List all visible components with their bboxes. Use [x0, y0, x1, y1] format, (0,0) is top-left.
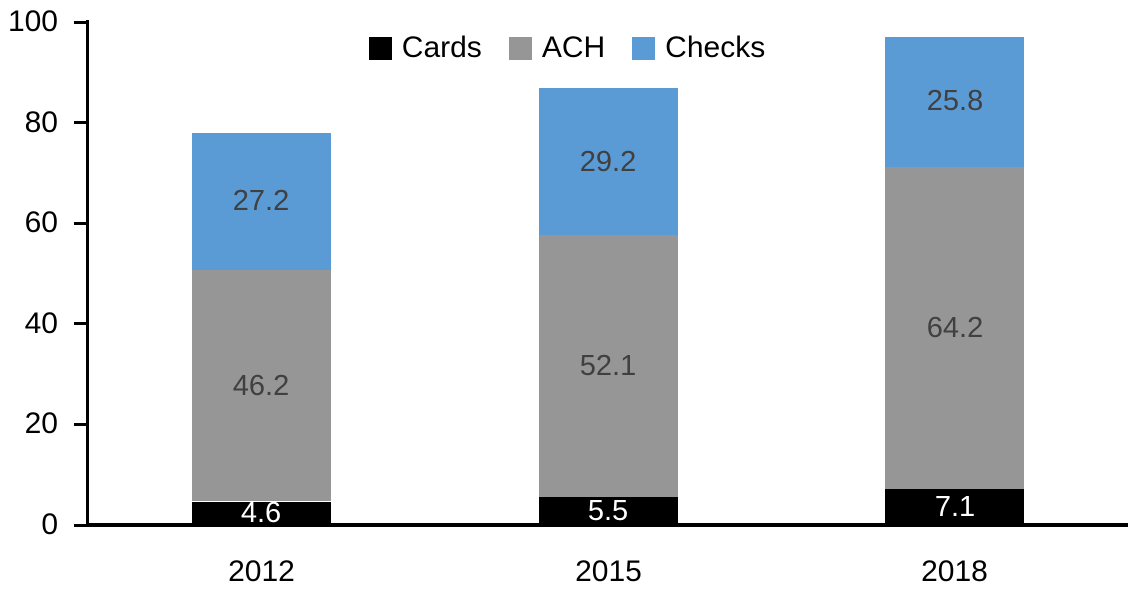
legend-label: ACH: [541, 31, 606, 64]
bar-segment-ach-2015: [539, 235, 678, 497]
bar-value-label: 64.2: [926, 312, 984, 344]
bar-segment-checks-2018: [885, 37, 1024, 167]
legend-item-ach: ACH: [508, 30, 606, 66]
y-tick: [74, 524, 86, 527]
bar-segment-checks-2012: [192, 133, 331, 270]
x-axis-label: 2012: [228, 555, 295, 588]
x-axis-line: [86, 523, 1128, 527]
legend-label: Checks: [665, 31, 766, 64]
legend-swatch-ach: [508, 36, 532, 60]
y-tick-label: 20: [24, 407, 58, 440]
bar-segment-ach-2018: [885, 166, 1024, 489]
bar-value-label: 4.6: [240, 497, 282, 529]
legend-item-checks: Checks: [632, 30, 765, 66]
bar-value-label: 27.2: [232, 185, 290, 217]
bar-segment-cards-2015: [539, 497, 678, 525]
bar-value-label: 5.5: [587, 495, 629, 527]
bar-value-label: 29.2: [579, 146, 637, 178]
y-tick: [74, 322, 86, 325]
legend-swatch-checks: [632, 36, 656, 60]
legend: Cards ACH Checks: [0, 30, 1134, 66]
x-axis-label: 2018: [921, 555, 988, 588]
y-tick: [74, 21, 86, 24]
y-tick-label: 40: [24, 307, 58, 340]
bar-value-label: 46.2: [232, 370, 290, 402]
y-axis-line: [86, 20, 89, 527]
y-tick-label: 60: [24, 206, 58, 239]
y-tick-label: 0: [41, 508, 58, 541]
bar-segment-cards-2012: [192, 502, 331, 525]
bar-value-label: 7.1: [934, 491, 976, 523]
bar-value-label: 52.1: [579, 350, 637, 382]
bar-segment-checks-2015: [539, 88, 678, 235]
y-tick-label: 80: [24, 106, 58, 139]
x-axis-label: 2015: [575, 555, 642, 588]
y-tick: [74, 121, 86, 124]
legend-label: Cards: [401, 31, 482, 64]
y-tick: [74, 423, 86, 426]
bar-segment-cards-2018: [885, 489, 1024, 525]
y-tick: [74, 222, 86, 225]
legend-swatch-cards: [368, 36, 392, 60]
y-tick-label: 100: [7, 5, 58, 38]
bar-value-label: 25.8: [926, 85, 984, 117]
bar-segment-ach-2012: [192, 269, 331, 501]
legend-item-cards: Cards: [368, 30, 482, 66]
